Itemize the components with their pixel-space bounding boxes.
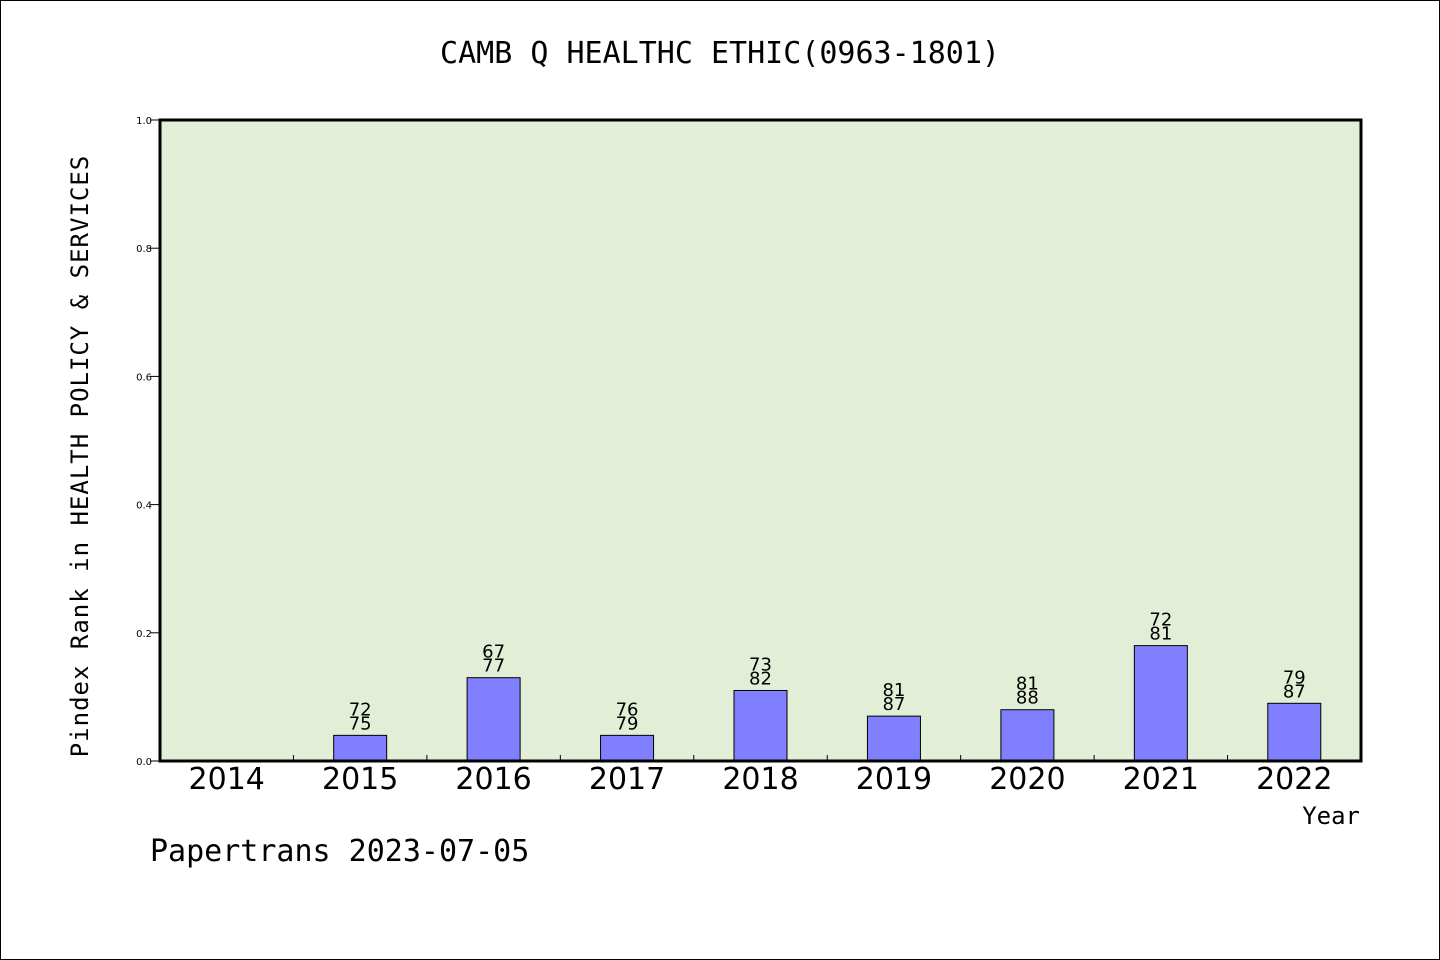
x-tick-label: 2021 xyxy=(1123,762,1199,797)
x-tick-label: 2020 xyxy=(989,762,1065,797)
bar-label-bottom: 87 xyxy=(882,694,905,715)
bar-label-bottom: 77 xyxy=(482,656,505,677)
x-tick-label: 2017 xyxy=(589,762,665,797)
x-tick-label: 2014 xyxy=(189,762,265,797)
bar-2020 xyxy=(1000,709,1055,762)
bar-label-top: 73 xyxy=(749,654,772,675)
bar-label-top: 79 xyxy=(1283,667,1306,688)
y-tick-label: 0.2 xyxy=(136,629,152,640)
plot-border xyxy=(158,118,1363,763)
bar-label-top: 72 xyxy=(349,699,372,720)
y-tick-label: 0.6 xyxy=(136,372,152,383)
bar-label-bottom: 75 xyxy=(349,713,372,734)
x-axis-label: Year xyxy=(1302,802,1360,830)
x-tick-label: 2015 xyxy=(322,762,398,797)
chart-title: CAMB Q HEALTHC ETHIC(0963-1801) xyxy=(440,36,1000,71)
footer-credit: Papertrans 2023-07-05 xyxy=(150,834,530,869)
y-tick-label: 1.0 xyxy=(136,116,152,127)
y-tick-label: 0.8 xyxy=(136,244,152,255)
bar-label-top: 81 xyxy=(1016,674,1039,695)
y-tick-label: 0.0 xyxy=(136,757,152,768)
bar-label-top: 76 xyxy=(616,699,639,720)
bar-label-bottom: 82 xyxy=(749,668,772,689)
bar-2016 xyxy=(466,677,521,762)
x-tick-label: 2016 xyxy=(455,762,531,797)
y-tick-label: 0.4 xyxy=(136,501,152,512)
bar-2021 xyxy=(1133,645,1188,762)
bar-label-bottom: 87 xyxy=(1283,681,1306,702)
bar-label-bottom: 88 xyxy=(1016,688,1039,709)
bar-label-bottom: 79 xyxy=(616,713,639,734)
bar-2022 xyxy=(1267,702,1322,762)
bar-2015 xyxy=(333,734,388,762)
bar-2018 xyxy=(733,689,788,762)
bar-label-top: 67 xyxy=(482,642,505,663)
bar-label-bottom: 81 xyxy=(1149,624,1172,645)
bar-2019 xyxy=(866,715,921,762)
bar-label-top: 72 xyxy=(1149,610,1172,631)
bar-2017 xyxy=(600,734,655,762)
bar-label-top: 81 xyxy=(882,680,905,701)
x-tick-label: 2018 xyxy=(722,762,798,797)
x-tick-label: 2019 xyxy=(856,762,932,797)
x-tick-label: 2022 xyxy=(1256,762,1332,797)
